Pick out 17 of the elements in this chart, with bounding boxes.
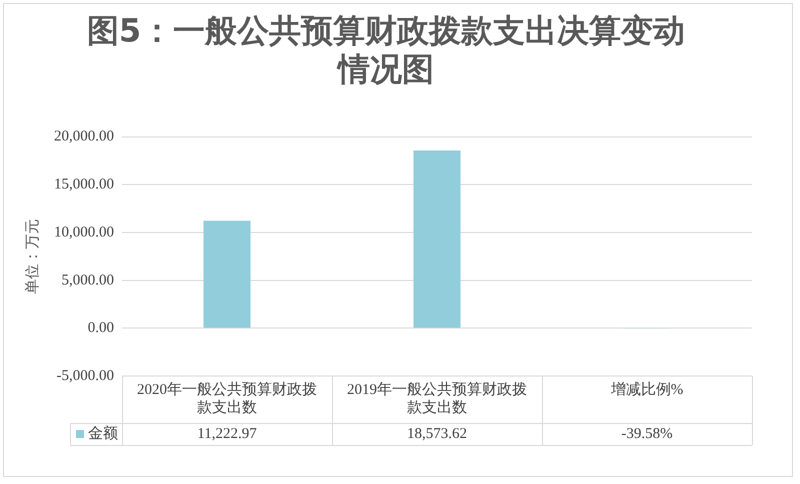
bar — [413, 150, 461, 328]
y-axis-title: 单位：万元 — [24, 218, 41, 294]
legend-label: 金额 — [88, 424, 118, 442]
y-tick-label: 20,000.00 — [54, 128, 114, 145]
x-tick-label: 2020年一般公共预算财政拨款支出数 — [137, 380, 317, 416]
x-tick-label: 2019年一般公共预算财政拨款支出数 — [347, 380, 527, 416]
y-tick-label: 5,000.00 — [62, 272, 114, 288]
data-label: -39.58% — [621, 426, 673, 442]
chart-title: 图5：一般公共预算财政拨款支出决算变动情况图 — [86, 12, 686, 88]
data-label: 18,573.62 — [407, 426, 467, 442]
bar — [203, 220, 251, 328]
x-tick-label: 增减比例% — [610, 380, 684, 398]
y-tick-label: 10,000.00 — [54, 224, 114, 240]
data-label: 11,222.97 — [197, 426, 258, 442]
y-tick-label: 15,000.00 — [54, 176, 114, 193]
y-tick-label: 0.00 — [88, 320, 114, 336]
y-tick-label: -5,000.00 — [56, 368, 114, 384]
